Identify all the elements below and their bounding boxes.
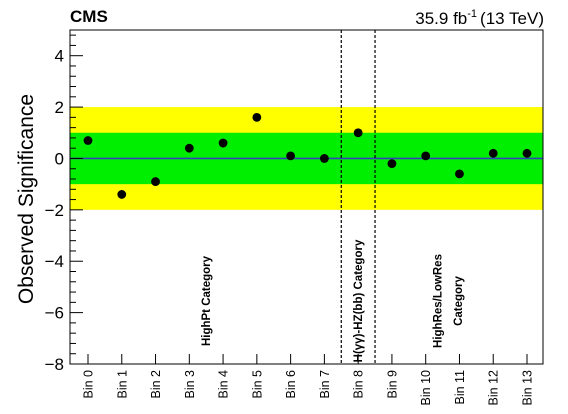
data-point-8 <box>353 128 363 138</box>
x-tick-label: Bin 13 <box>521 370 535 405</box>
data-point-6 <box>286 151 296 161</box>
data-point-12 <box>488 148 498 158</box>
data-point-7 <box>319 154 329 163</box>
data-point-13 <box>522 148 532 158</box>
y-tick-label: 4 <box>55 47 64 66</box>
data-point-5 <box>252 112 262 122</box>
x-tick-label: Bin 4 <box>217 370 231 399</box>
data-point-1 <box>117 190 127 199</box>
category-dividers <box>340 30 376 364</box>
data-point-0 <box>83 136 93 145</box>
x-tick-label: Bin 8 <box>352 370 366 399</box>
data-point-11 <box>455 169 464 179</box>
luminosity-label: 35.9 fb-1 (13 TeV) <box>415 8 544 28</box>
x-tick-label: Bin 7 <box>318 370 332 399</box>
data-point-2 <box>151 177 160 186</box>
x-tick-label: Bin 0 <box>82 370 96 399</box>
category-labels: HighPt Category H(γγ)-HZ(bb) Category High… <box>201 239 465 362</box>
data-point-3 <box>184 143 194 153</box>
category-label-1: H(γγ)-HZ(bb) Category <box>353 239 365 362</box>
y-axis-title: Observed Significance <box>15 94 38 304</box>
x-tick-label: Bin 2 <box>149 370 163 399</box>
x-axis-ticks: Bin 0 Bin 1 Bin 2 Bin 3 Bin 4 Bin 5 Bin 6 Bin 7… <box>82 354 535 405</box>
y-tick-label: 2 <box>55 98 64 117</box>
data-point-4 <box>218 138 228 148</box>
data-point-9 <box>387 159 397 169</box>
data-point-10 <box>421 151 431 161</box>
experiment-label: CMS <box>70 7 108 26</box>
x-tick-label: Bin 9 <box>385 370 399 399</box>
x-tick-label: Bin 6 <box>284 370 298 399</box>
y-tick-label: −8 <box>45 355 64 374</box>
category-label-2: HighRes/LowRes <box>433 254 445 348</box>
luminosity-exponent: -1 <box>467 8 477 20</box>
energy-label: (13 TeV) <box>480 9 544 28</box>
luminosity-value: 35.9 fb <box>415 9 467 28</box>
y-axis-ticks: −8 −6 −4 −2 0 2 4 <box>45 34 83 374</box>
y-tick-label: −2 <box>45 201 64 220</box>
y-tick-label: −4 <box>45 252 64 271</box>
x-tick-label: Bin 10 <box>419 370 433 405</box>
x-tick-label: Bin 11 <box>453 370 467 405</box>
x-tick-label: Bin 1 <box>115 370 129 399</box>
y-tick-label: 0 <box>55 149 64 168</box>
category-label-0: HighPt Category <box>201 255 213 346</box>
x-tick-label: Bin 5 <box>250 370 264 399</box>
plot-frame <box>69 29 544 365</box>
x-tick-label: Bin 3 <box>183 370 197 399</box>
y-tick-label: −6 <box>45 304 64 323</box>
category-label-3: Category <box>453 275 465 325</box>
data-points <box>83 112 532 199</box>
x-tick-label: Bin 12 <box>487 370 501 405</box>
